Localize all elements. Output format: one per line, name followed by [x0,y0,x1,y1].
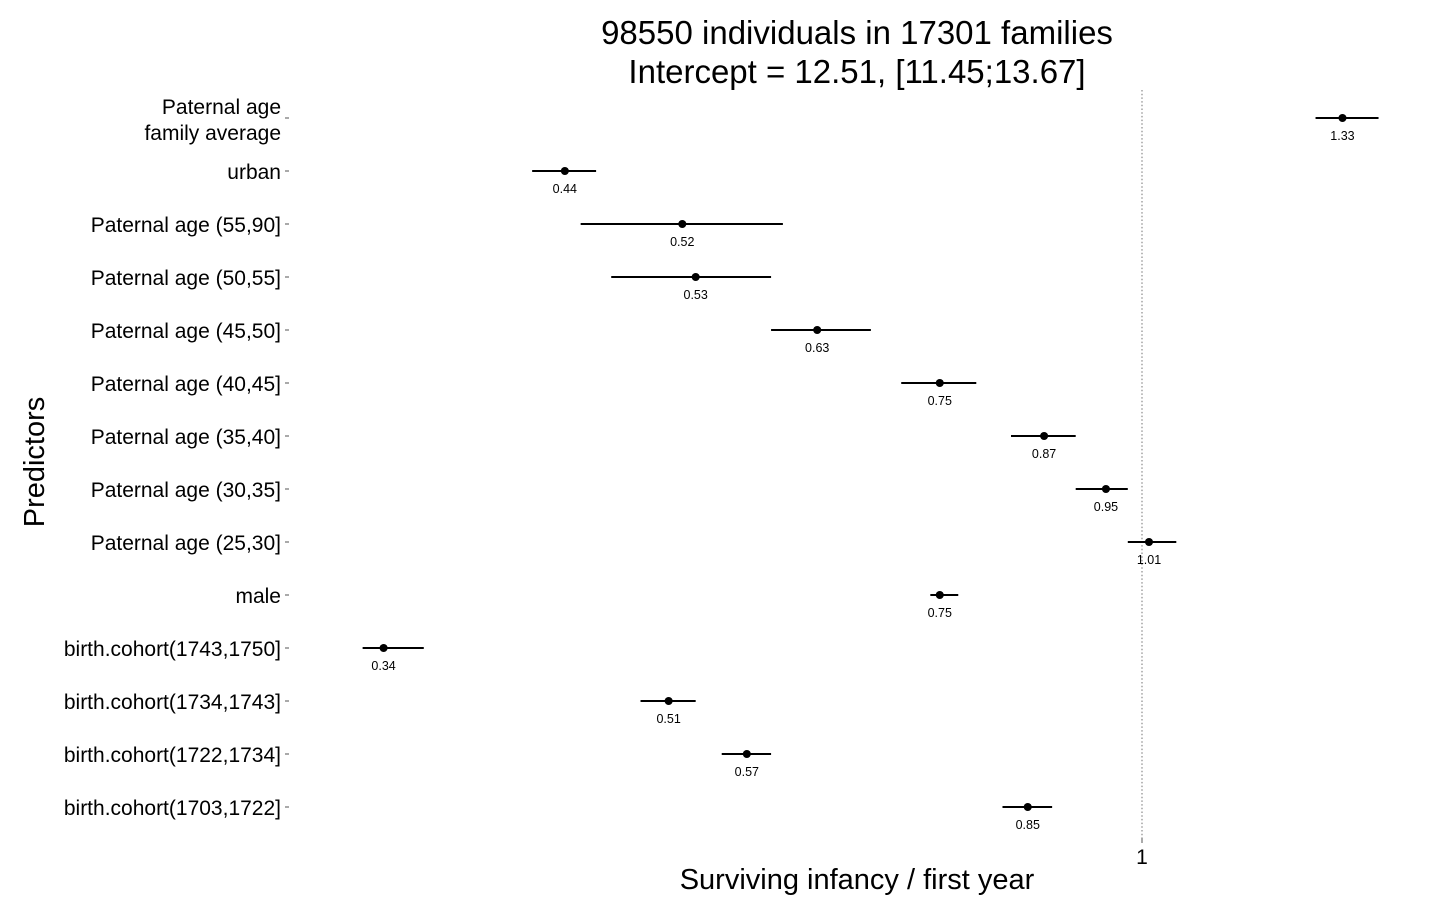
estimate-point [691,273,700,281]
estimate-point [1338,114,1347,122]
estimate-point [664,697,673,705]
estimate-point [379,644,388,652]
y-tick-label: birth.cohort(1743,1750] [64,638,281,661]
y-tick-label: Paternal age [162,96,281,119]
y-tick-label: Paternal age (25,30] [91,532,281,555]
chart-title-line-2: Intercept = 12.51, [11.45;13.67] [628,53,1085,90]
estimate-label: 0.87 [1032,447,1056,461]
estimate-label: 1.01 [1137,553,1161,567]
predictor-row: Paternal age (25,30] 1.01 [91,532,1177,567]
y-tick-label: family average [144,122,281,145]
predictor-row: birth.cohort(1703,1722] 0.85 [64,797,1053,832]
chart-title-line-1: 98550 individuals in 17301 families [601,14,1113,51]
predictor-row: Paternal age (45,50] 0.63 [91,320,871,355]
predictor-row: Paternal age (30,35] 0.95 [91,479,1128,514]
estimate-point [935,379,944,387]
x-axis: 1 [1136,838,1148,869]
estimate-point [813,326,822,334]
estimate-label: 0.34 [371,659,395,673]
y-tick-label: male [235,585,281,608]
y-tick-label: Paternal age (45,50] [91,320,281,343]
estimate-label: 0.57 [735,765,759,779]
y-tick-label: Paternal age (55,90] [91,214,281,237]
estimate-point [1101,485,1110,493]
predictor-row: Paternal age (35,40] 0.87 [91,426,1076,461]
predictor-row: male 0.75 [235,585,959,620]
estimate-point [742,750,751,758]
y-tick-label: Paternal age (50,55] [91,267,281,290]
y-tick-label: birth.cohort(1722,1734] [64,744,281,767]
estimate-point [1040,432,1049,440]
y-axis-title: Predictors [19,397,51,528]
estimate-point [560,167,569,175]
predictor-row: Paternal age (50,55] 0.53 [91,267,772,302]
estimate-label: 0.53 [684,288,708,302]
estimate-point [1144,538,1153,546]
estimate-label: 0.85 [1016,818,1040,832]
estimate-label: 0.95 [1094,500,1118,514]
predictor-row: Paternal age (55,90] 0.52 [91,214,783,249]
predictor-row: birth.cohort(1743,1750] 0.34 [64,638,424,673]
y-tick-label: Paternal age (35,40] [91,426,281,449]
predictor-row: Paternal age family average 1.33 [144,96,1379,145]
predictor-row: urban 0.44 [227,161,597,196]
estimate-point [935,591,944,599]
estimate-label: 0.52 [670,235,694,249]
y-tick-label: Paternal age (40,45] [91,373,281,396]
predictor-row: birth.cohort(1734,1743] 0.51 [64,691,696,726]
plot-rows: Paternal age family average 1.33 urban 0.44 P… [64,96,1379,832]
estimate-label: 1.33 [1330,129,1354,143]
predictor-row: birth.cohort(1722,1734] 0.57 [64,744,772,779]
estimate-point [1023,803,1032,811]
estimate-label: 0.75 [928,606,952,620]
estimate-label: 0.63 [805,341,829,355]
x-tick-label: 1 [1136,846,1148,869]
estimate-label: 0.44 [553,182,577,196]
y-tick-label: birth.cohort(1734,1743] [64,691,281,714]
predictor-row: Paternal age (40,45] 0.75 [91,373,977,408]
estimate-label: 0.51 [656,712,680,726]
estimate-label: 0.75 [928,394,952,408]
y-tick-label: birth.cohort(1703,1722] [64,797,281,820]
estimate-point [678,220,687,228]
y-tick-label: urban [227,161,281,184]
x-axis-title: Surviving infancy / first year [680,864,1035,896]
y-tick-label: Paternal age (30,35] [91,479,281,502]
